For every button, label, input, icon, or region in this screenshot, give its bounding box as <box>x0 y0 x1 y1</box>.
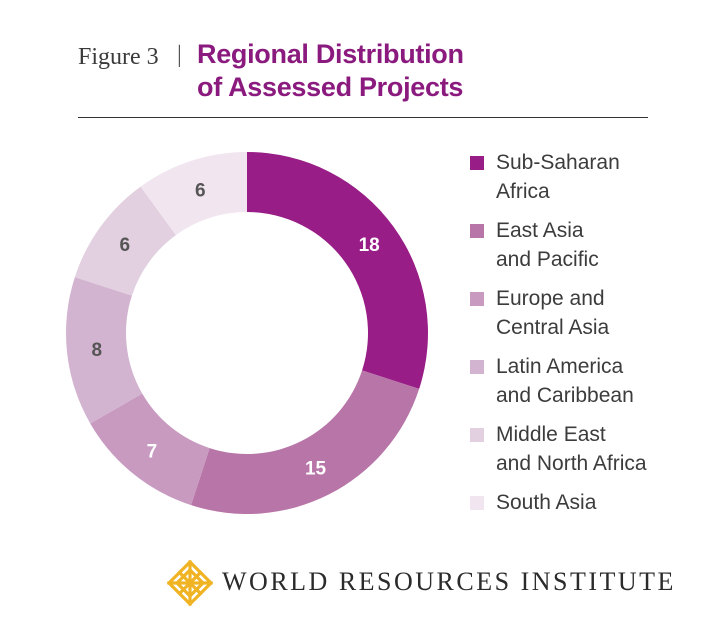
legend-label: South Asia <box>496 488 696 517</box>
donut-slice <box>191 370 420 514</box>
slice-value-label: 6 <box>120 235 131 256</box>
title-separator: | <box>177 42 182 68</box>
legend-label: Latin America and Caribbean <box>496 352 696 410</box>
legend-label-line: Europe and <box>496 287 605 310</box>
slice-value-label: 7 <box>147 441 158 462</box>
donut-slice <box>247 152 428 389</box>
legend-label-line: Sub-Saharan <box>496 151 620 174</box>
wri-logo-icon <box>166 559 214 607</box>
legend-label: Europe and Central Asia <box>496 284 696 342</box>
legend-swatch <box>470 224 484 238</box>
legend-swatch <box>470 496 484 510</box>
org-name: WORLD RESOURCES INSTITUTE <box>222 567 676 596</box>
donut-slice <box>90 393 210 506</box>
legend-label: Middle East and North Africa <box>496 420 696 478</box>
legend-label: East Asia and Pacific <box>496 216 696 274</box>
chart-title-line-2: of Assessed Projects <box>197 72 464 102</box>
legend-label-line: Latin America <box>496 355 624 378</box>
legend-swatch <box>470 428 484 442</box>
legend-swatch <box>470 360 484 374</box>
legend-swatch <box>470 156 484 170</box>
legend-label-line: Middle East <box>496 423 606 446</box>
legend-label-line: South Asia <box>496 491 597 514</box>
legend-label-line: Africa <box>496 180 550 203</box>
slice-value-label: 18 <box>359 235 380 256</box>
legend-label-line: and North Africa <box>496 452 647 475</box>
donut-slice <box>140 152 247 236</box>
slice-value-label: 6 <box>195 180 206 201</box>
slice-value-label: 8 <box>92 340 103 361</box>
figure-label: Figure 3 <box>78 44 159 70</box>
donut-slice <box>74 186 176 296</box>
slice-value-label: 15 <box>305 459 327 480</box>
legend-label: Sub-Saharan Africa <box>496 148 696 206</box>
legend-swatch <box>470 292 484 306</box>
legend-label-line: and Caribbean <box>496 384 634 407</box>
donut-slice <box>66 277 143 424</box>
chart-title-line-1: Regional Distribution <box>197 39 464 69</box>
legend-label-line: Central Asia <box>496 316 610 339</box>
title-rule <box>78 117 648 118</box>
legend-label-line: and Pacific <box>496 248 599 271</box>
legend-label-line: East Asia <box>496 219 584 242</box>
chart-title: Regional Distribution of Assessed Projec… <box>197 38 464 104</box>
